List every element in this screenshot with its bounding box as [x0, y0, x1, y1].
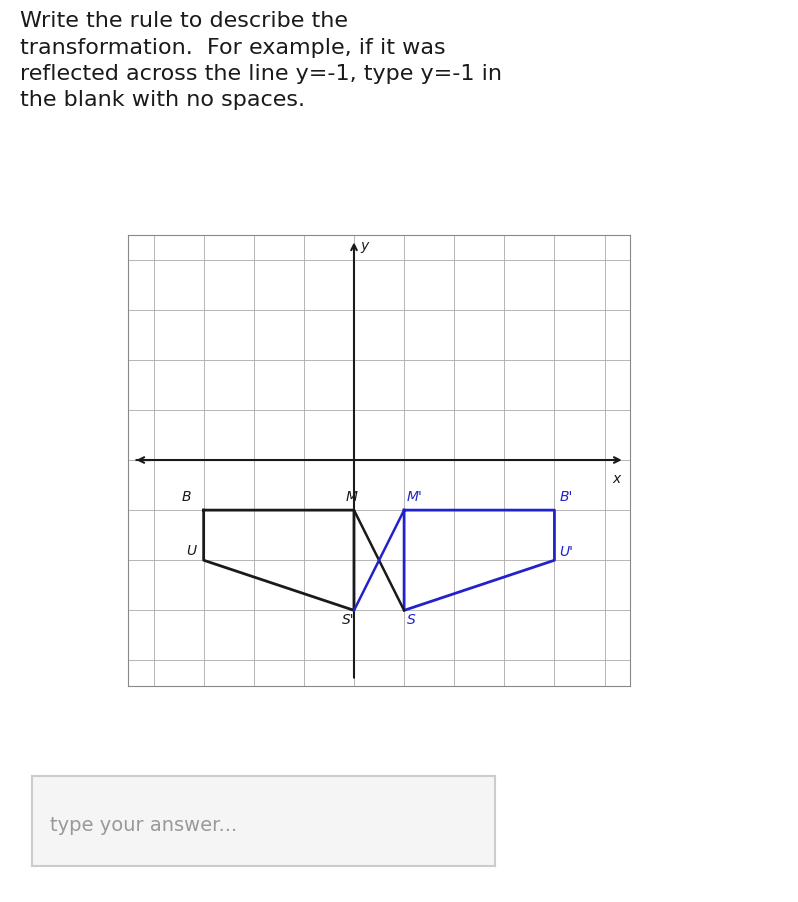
Text: B: B: [182, 490, 192, 504]
Text: U': U': [559, 545, 574, 559]
Text: S: S: [407, 613, 416, 628]
Text: y: y: [360, 238, 368, 253]
Text: M': M': [407, 490, 422, 504]
Text: type your answer...: type your answer...: [50, 815, 238, 835]
Text: S': S': [342, 613, 354, 628]
Text: x: x: [612, 472, 620, 485]
Text: B': B': [559, 490, 573, 504]
Text: U: U: [186, 544, 196, 558]
Text: M: M: [346, 490, 358, 504]
Text: Write the rule to describe the
transformation.  For example, if it was
reflected: Write the rule to describe the transform…: [20, 11, 502, 110]
